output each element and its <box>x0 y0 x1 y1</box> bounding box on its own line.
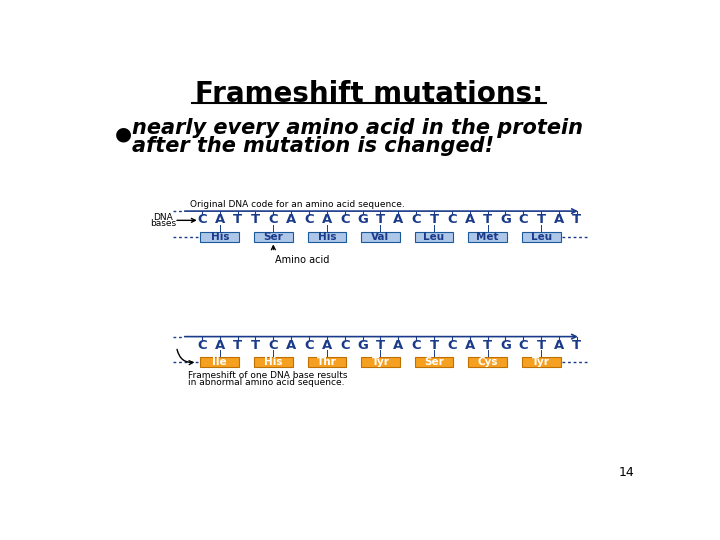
Text: Met: Met <box>477 232 499 241</box>
FancyBboxPatch shape <box>307 232 346 241</box>
FancyBboxPatch shape <box>522 357 561 367</box>
FancyBboxPatch shape <box>415 357 454 367</box>
Text: G: G <box>357 339 368 352</box>
Text: His: His <box>318 232 336 241</box>
Text: A: A <box>554 213 564 226</box>
Text: T: T <box>430 213 438 226</box>
Text: C: C <box>447 339 456 352</box>
Text: Leu: Leu <box>531 232 552 241</box>
Text: His: His <box>264 357 282 367</box>
Text: Tyr: Tyr <box>372 357 390 367</box>
Text: T: T <box>572 339 582 352</box>
Text: Cys: Cys <box>477 357 498 367</box>
FancyBboxPatch shape <box>522 232 561 241</box>
FancyBboxPatch shape <box>200 357 239 367</box>
Text: T: T <box>233 213 242 226</box>
Text: G: G <box>500 339 511 352</box>
Text: C: C <box>518 213 528 226</box>
Text: T: T <box>251 213 260 226</box>
Text: Frameshift mutations:: Frameshift mutations: <box>195 80 543 108</box>
Text: Ser: Ser <box>264 232 283 241</box>
Text: T: T <box>251 339 260 352</box>
Text: T: T <box>430 339 438 352</box>
Text: Val: Val <box>372 232 390 241</box>
Text: C: C <box>305 213 314 226</box>
Text: C: C <box>340 213 350 226</box>
Text: C: C <box>269 339 278 352</box>
Text: A: A <box>286 213 297 226</box>
Text: A: A <box>464 339 475 352</box>
Text: C: C <box>340 339 350 352</box>
FancyBboxPatch shape <box>307 357 346 367</box>
Text: after the mutation is changed!: after the mutation is changed! <box>132 137 494 157</box>
Text: T: T <box>483 213 492 226</box>
FancyBboxPatch shape <box>415 232 454 241</box>
Text: A: A <box>322 339 332 352</box>
Text: C: C <box>447 213 456 226</box>
Text: Original DNA code for an amino acid sequence.: Original DNA code for an amino acid sequ… <box>189 200 405 210</box>
Text: DNA: DNA <box>153 213 174 222</box>
FancyBboxPatch shape <box>468 357 507 367</box>
Text: T: T <box>572 213 582 226</box>
Text: in abnormal amino acid sequence.: in abnormal amino acid sequence. <box>188 379 345 387</box>
FancyBboxPatch shape <box>254 357 293 367</box>
Text: T: T <box>376 339 385 352</box>
Text: G: G <box>357 213 368 226</box>
Text: A: A <box>393 339 403 352</box>
Text: C: C <box>197 213 207 226</box>
Text: C: C <box>411 339 421 352</box>
FancyBboxPatch shape <box>468 232 507 241</box>
Text: C: C <box>411 213 421 226</box>
FancyBboxPatch shape <box>361 232 400 241</box>
Text: Thr: Thr <box>317 357 337 367</box>
Text: A: A <box>215 213 225 226</box>
Text: T: T <box>536 339 546 352</box>
Text: Leu: Leu <box>423 232 445 241</box>
Text: Ile: Ile <box>212 357 227 367</box>
Text: A: A <box>393 213 403 226</box>
Text: T: T <box>483 339 492 352</box>
Text: A: A <box>322 213 332 226</box>
Text: A: A <box>286 339 297 352</box>
Text: nearly every amino acid in the protein: nearly every amino acid in the protein <box>132 118 583 138</box>
Text: C: C <box>269 213 278 226</box>
FancyBboxPatch shape <box>361 357 400 367</box>
Text: ●: ● <box>115 125 132 144</box>
Text: T: T <box>233 339 242 352</box>
Text: T: T <box>376 213 385 226</box>
Text: T: T <box>536 213 546 226</box>
Text: His: His <box>210 232 229 241</box>
Text: bases: bases <box>150 219 176 228</box>
Text: Ser: Ser <box>424 357 444 367</box>
Text: A: A <box>464 213 475 226</box>
Text: 14: 14 <box>619 467 634 480</box>
FancyBboxPatch shape <box>200 232 239 241</box>
Text: C: C <box>305 339 314 352</box>
Text: C: C <box>518 339 528 352</box>
Text: C: C <box>197 339 207 352</box>
Text: G: G <box>500 213 511 226</box>
Text: Frameshift of one DNA base results: Frameshift of one DNA base results <box>188 370 348 380</box>
Text: Tyr: Tyr <box>532 357 550 367</box>
Text: A: A <box>215 339 225 352</box>
Text: A: A <box>554 339 564 352</box>
Text: Amino acid: Amino acid <box>275 254 329 265</box>
FancyBboxPatch shape <box>254 232 293 241</box>
